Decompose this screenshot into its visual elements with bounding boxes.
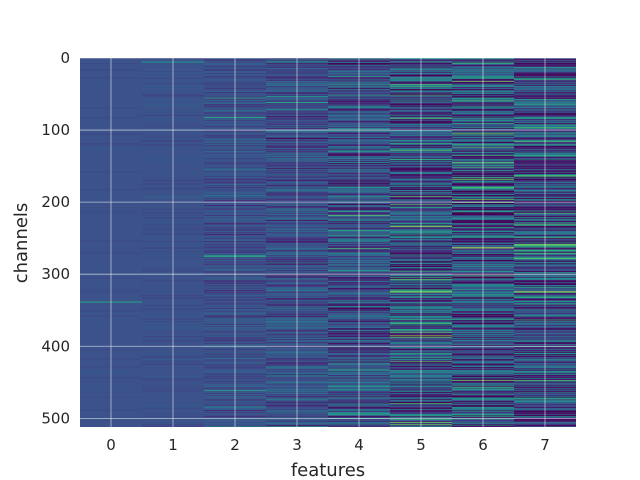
y-tick-label: 100 bbox=[41, 121, 70, 139]
y-tick-label: 500 bbox=[41, 409, 70, 427]
heatmap-cells bbox=[80, 58, 576, 427]
y-tick-label: 400 bbox=[41, 337, 70, 355]
x-tick-label: 2 bbox=[230, 436, 240, 454]
x-tick-label: 7 bbox=[540, 436, 550, 454]
grid-lines bbox=[80, 57, 576, 427]
x-tick-label: 1 bbox=[168, 436, 178, 454]
x-tick-label: 5 bbox=[416, 436, 426, 454]
y-axis: 0 100 200 300 400 500 bbox=[41, 49, 70, 427]
y-tick-label: 200 bbox=[41, 193, 70, 211]
x-tick-label: 6 bbox=[478, 436, 488, 454]
y-tick-label: 300 bbox=[41, 265, 70, 283]
y-tick-label: 0 bbox=[60, 49, 70, 67]
x-tick-label: 3 bbox=[292, 436, 302, 454]
x-axis-label: features bbox=[291, 460, 365, 480]
x-tick-label: 0 bbox=[106, 436, 116, 454]
x-tick-label: 4 bbox=[354, 436, 364, 454]
y-axis-label: channels bbox=[11, 203, 32, 284]
x-axis: 0 1 2 3 4 5 6 7 bbox=[106, 436, 550, 454]
